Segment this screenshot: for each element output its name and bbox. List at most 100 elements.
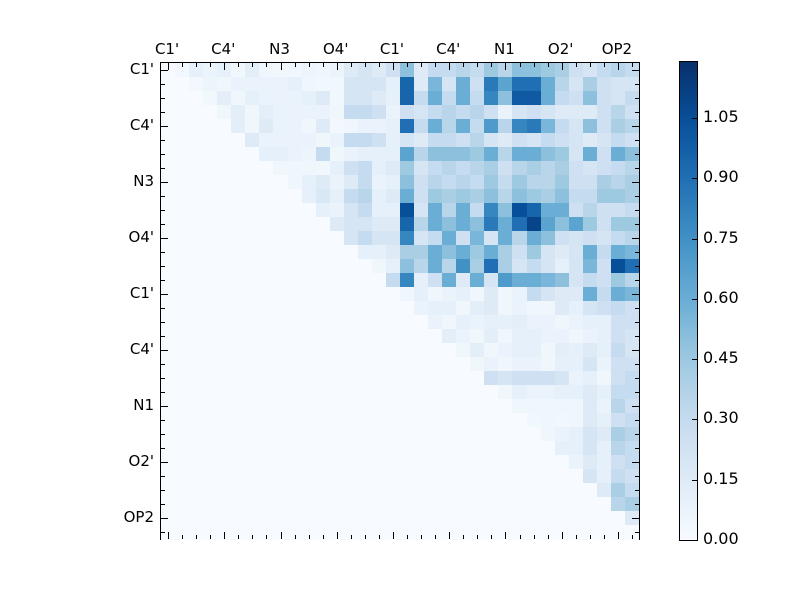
heatmap-cell (624, 203, 640, 218)
heatmap-cell (217, 245, 232, 260)
heatmap-cell (568, 427, 584, 442)
heatmap-cell (385, 441, 401, 456)
heatmap-cell (498, 259, 513, 274)
heatmap-cell (189, 329, 204, 344)
heatmap-cell (456, 161, 471, 176)
heatmap-cell (329, 133, 345, 148)
heatmap-cell (231, 217, 246, 232)
heatmap-cell (357, 189, 373, 204)
heatmap-cell (442, 147, 457, 162)
heatmap-cell (259, 259, 274, 274)
axis-tick (635, 280, 639, 281)
heatmap-cell (456, 469, 471, 484)
heatmap-cell (287, 469, 303, 484)
heatmap-cell (484, 301, 499, 316)
heatmap-cell (428, 77, 443, 92)
heatmap-cell (526, 357, 542, 372)
heatmap-cell (596, 343, 612, 358)
heatmap-cell (315, 91, 331, 106)
heatmap-cell (385, 511, 401, 526)
heatmap-cell (610, 161, 626, 176)
heatmap-cell (175, 511, 190, 526)
axis-tick (632, 238, 639, 239)
heatmap-cell (596, 287, 612, 302)
heatmap-cell (428, 385, 443, 400)
axis-tick (196, 63, 198, 67)
heatmap-cell (315, 189, 331, 204)
heatmap-cell (624, 245, 640, 260)
heatmap-cell (343, 469, 359, 484)
heatmap-cell (329, 357, 345, 372)
axis-tick (635, 112, 639, 113)
heatmap-cell (554, 259, 570, 274)
heatmap-cell (582, 161, 598, 176)
heatmap-cell (315, 147, 331, 162)
heatmap-cell (498, 511, 513, 526)
heatmap-cell (301, 147, 317, 162)
heatmap-cell (610, 497, 626, 512)
heatmap-cell (498, 91, 513, 106)
heatmap-cell (540, 497, 556, 512)
heatmap-cell (385, 413, 401, 428)
heatmap-cell (245, 119, 260, 134)
heatmap-cell (624, 385, 640, 400)
heatmap-cell (456, 483, 471, 498)
heatmap-cell (554, 455, 570, 470)
heatmap-cell (329, 315, 345, 330)
heatmap-cell (343, 217, 359, 232)
heatmap-cell (624, 301, 640, 316)
heatmap-cell (582, 441, 598, 456)
heatmap-cell (470, 469, 485, 484)
heatmap-cell (357, 343, 373, 358)
heatmap-cell (526, 399, 542, 414)
heatmap-cell (231, 343, 246, 358)
heatmap-cell (231, 105, 246, 120)
heatmap-cell (315, 287, 331, 302)
heatmap-cell (540, 63, 556, 78)
heatmap-cell (414, 161, 429, 176)
heatmap-cell (540, 525, 556, 540)
heatmap-cell (414, 357, 429, 372)
heatmap-cell (596, 217, 612, 232)
heatmap-cell (526, 511, 542, 526)
heatmap-cell (442, 119, 457, 134)
heatmap-cell (175, 371, 190, 386)
heatmap-cell (484, 525, 499, 540)
heatmap-cell (231, 119, 246, 134)
heatmap-cell (287, 329, 303, 344)
heatmap-cell (343, 91, 359, 106)
heatmap-cell (231, 301, 246, 316)
heatmap-cell (287, 231, 303, 246)
heatmap-cell (231, 77, 246, 92)
heatmap-cell (400, 287, 415, 302)
heatmap-cell (231, 189, 246, 204)
heatmap-cell (259, 329, 274, 344)
heatmap-cell (456, 511, 471, 526)
heatmap-cell (624, 357, 640, 372)
heatmap-cell (442, 399, 457, 414)
heatmap-cell (456, 217, 471, 232)
heatmap-cell (301, 371, 317, 386)
axis-tick (635, 322, 639, 323)
heatmap-cell (189, 357, 204, 372)
heatmap-cell (624, 497, 640, 512)
x-tick-label: C1' (379, 40, 405, 58)
heatmap-cell (414, 63, 429, 78)
heatmap-cell (287, 497, 303, 512)
heatmap-cell (456, 441, 471, 456)
heatmap-cell (259, 189, 274, 204)
heatmap-cell (582, 399, 598, 414)
heatmap-cell (610, 133, 626, 148)
heatmap-cell (315, 455, 331, 470)
heatmap-cell (400, 203, 415, 218)
heatmap-cell (400, 161, 415, 176)
heatmap-cell (414, 91, 429, 106)
heatmap-cell (498, 175, 513, 190)
heatmap-cell (582, 231, 598, 246)
axis-tick (161, 154, 165, 155)
heatmap-cell (287, 287, 303, 302)
axis-tick (547, 535, 549, 539)
heatmap-cell (582, 203, 598, 218)
heatmap-cell (484, 315, 499, 330)
heatmap-cell (385, 483, 401, 498)
